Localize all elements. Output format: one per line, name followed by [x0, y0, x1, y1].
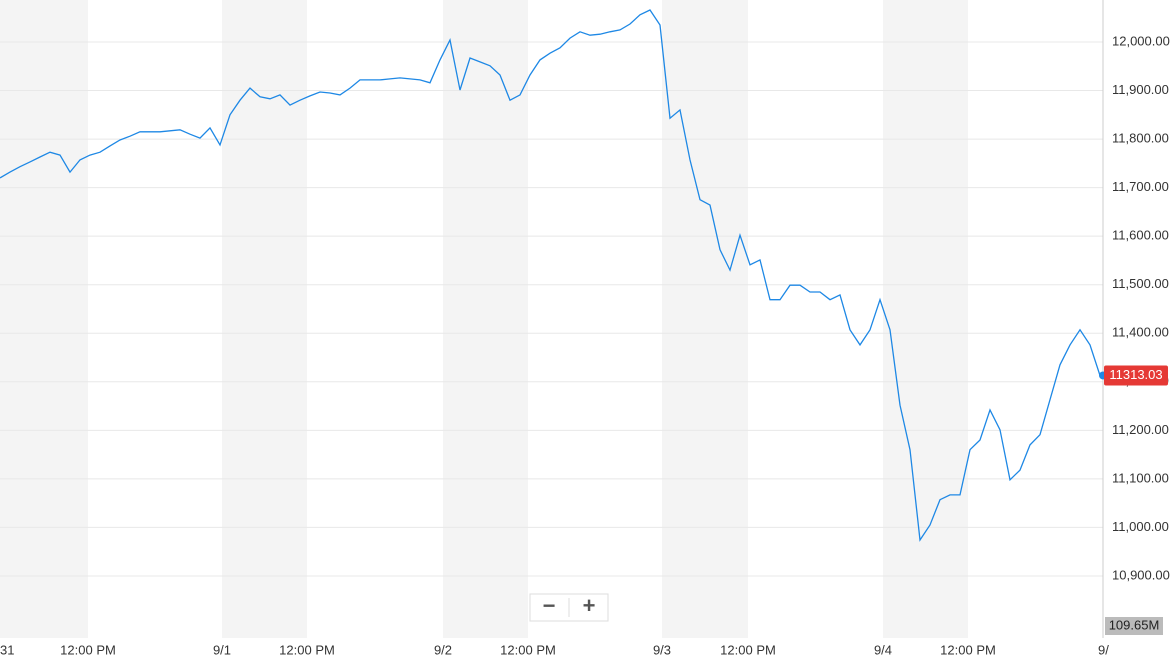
- y-tick-label: 11,400.00: [1112, 325, 1169, 340]
- y-tick-label: 11,500.00: [1112, 276, 1169, 291]
- zoom-in[interactable]: +: [583, 593, 596, 618]
- x-tick-label: 9/: [1098, 642, 1109, 657]
- x-tick-label: 9/1: [213, 642, 231, 657]
- session-band: [443, 0, 528, 638]
- y-tick-label: 11,200.00: [1112, 422, 1169, 437]
- y-tick-label: 11,900.00: [1112, 82, 1169, 97]
- volume-tag: [1105, 617, 1163, 635]
- last-price-label: 11313.03: [1109, 367, 1162, 382]
- session-bands: [0, 0, 968, 638]
- x-tick-label: 9/3: [653, 642, 671, 657]
- x-tick-label: 12:00 PM: [279, 642, 335, 657]
- session-band: [883, 0, 968, 638]
- y-tick-label: 11,600.00: [1112, 228, 1169, 243]
- y-tick-label: 11,000.00: [1112, 519, 1169, 534]
- y-tick-label: 12,000.00: [1112, 33, 1170, 48]
- last-price-tag: [1104, 365, 1168, 386]
- x-tick-label: 9/2: [434, 642, 452, 657]
- session-band: [662, 0, 748, 638]
- price-line: [0, 9, 1101, 542]
- y-tick-label: 11,100.00: [1112, 470, 1169, 485]
- x-tick-label: 31: [0, 642, 14, 657]
- session-band: [0, 0, 88, 638]
- zoom-out[interactable]: −: [543, 593, 556, 618]
- x-tick-label: 12:00 PM: [940, 642, 996, 657]
- x-tick-label: 12:00 PM: [60, 642, 116, 657]
- volume-label: 109.65M: [1109, 617, 1160, 632]
- session-band: [222, 0, 307, 638]
- y-tick-label: 10,900.00: [1112, 567, 1170, 582]
- zoom-controls: − +: [529, 593, 609, 622]
- y-tick-label: 11,800.00: [1112, 131, 1169, 146]
- x-tick-label: 12:00 PM: [500, 642, 556, 657]
- plot: [0, 9, 1103, 577]
- x-tick-label: 12:00 PM: [720, 642, 776, 657]
- x-tick-label: 9/4: [874, 642, 892, 657]
- y-tick-label: 11,700.00: [1112, 179, 1169, 194]
